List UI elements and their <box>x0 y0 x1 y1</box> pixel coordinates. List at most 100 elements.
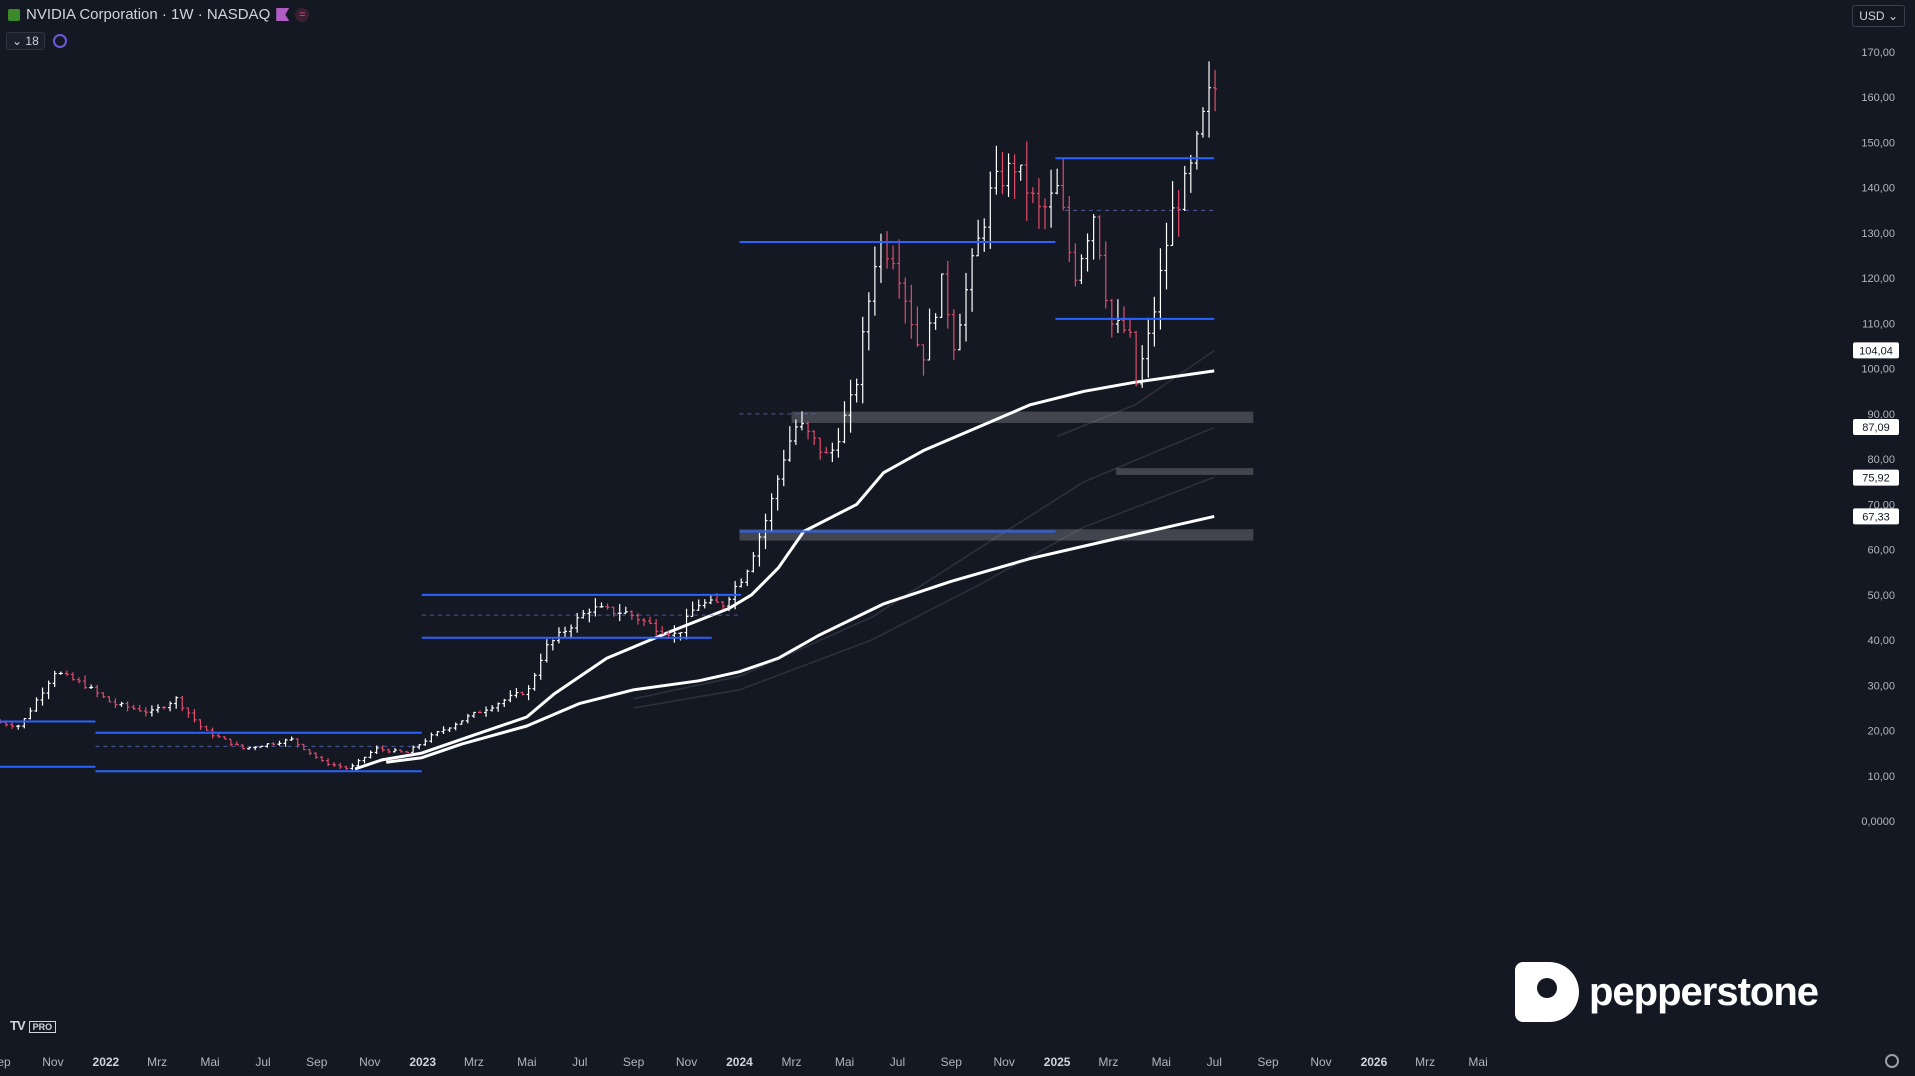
ohlc-bar <box>927 308 932 361</box>
ohlc-bar <box>374 745 379 755</box>
ohlc-bar <box>429 732 434 743</box>
gear-icon[interactable] <box>52 34 67 48</box>
ohlc-bar <box>332 762 337 767</box>
ohlc-bar <box>119 701 124 707</box>
ohlc-bar <box>544 639 549 663</box>
moving-average-line <box>354 369 1215 771</box>
symbol-header[interactable]: NVIDIA Corporation · 1W · NASDAQ = <box>8 6 310 23</box>
ohlc-bar <box>1061 158 1066 211</box>
ohlc-bar <box>277 740 282 746</box>
ohlc-bar <box>180 695 185 712</box>
ohlc-bar <box>1164 222 1169 290</box>
indicator-count-button[interactable]: ⌄ 18 <box>6 32 45 50</box>
settings-icon[interactable] <box>1885 1054 1899 1068</box>
ohlc-bar <box>313 752 318 759</box>
currency-selector[interactable]: USD ⌄ <box>1852 5 1905 27</box>
ohlc-bar <box>1018 164 1023 181</box>
ohlc-bar <box>101 692 106 699</box>
ohlc-bar <box>720 601 725 610</box>
ohlc-bar <box>1152 296 1157 347</box>
x-tick-label: Mrz <box>464 1055 484 1069</box>
ohlc-bar <box>587 608 592 623</box>
ohlc-bar <box>1128 318 1133 338</box>
ohlc-bar <box>22 717 27 729</box>
equals-icon[interactable]: = <box>295 7 310 22</box>
ohlc-bar <box>1182 165 1187 212</box>
ohlc-bar <box>1012 154 1017 199</box>
ohlc-bar <box>1042 198 1047 230</box>
indicator-count: 18 <box>25 34 39 48</box>
x-tick-label: Jul <box>255 1055 270 1069</box>
ohlc-bar <box>1030 187 1035 204</box>
ohlc-bar <box>623 606 628 614</box>
x-tick-label: Sep <box>941 1055 963 1069</box>
ohlc-bar <box>477 710 482 714</box>
x-tick-label: 2023 <box>409 1055 436 1069</box>
ohlc-bar <box>271 742 276 746</box>
x-tick-label: Sep <box>1257 1055 1279 1069</box>
moving-average-line <box>633 426 1215 700</box>
ohlc-bar <box>538 653 543 680</box>
ohlc-bar <box>362 756 367 764</box>
x-tick-label: Sep <box>0 1055 11 1069</box>
ohlc-bar <box>34 697 39 712</box>
x-tick-label: Mai <box>200 1055 219 1069</box>
ohlc-bar <box>1085 233 1090 272</box>
ohlc-bar <box>107 696 112 703</box>
ohlc-bar <box>471 711 476 718</box>
ohlc-bar <box>994 145 999 195</box>
x-tick-label: Jul <box>1207 1055 1222 1069</box>
ohlc-bar <box>1097 215 1102 260</box>
ohlc-bar <box>95 685 100 698</box>
ohlc-bar <box>964 272 969 342</box>
support-zone <box>791 411 1254 423</box>
x-tick-label: Nov <box>1310 1055 1331 1069</box>
ohlc-bar <box>204 725 209 731</box>
ohlc-bar <box>684 608 689 640</box>
ohlc-bar <box>854 378 859 403</box>
x-tick-label: Sep <box>306 1055 328 1069</box>
ohlc-bar <box>131 704 136 710</box>
y-tick-label: 50,00 <box>1867 590 1895 602</box>
pepperstone-mark-icon <box>1515 962 1579 1022</box>
ohlc-bar <box>757 533 762 567</box>
ohlc-bar <box>1024 141 1029 222</box>
ohlc-bar <box>484 706 489 717</box>
ohlc-bar <box>186 707 191 718</box>
ohlc-bar <box>866 292 871 351</box>
ohlc-bar <box>696 599 701 611</box>
ohlc-bar <box>672 625 677 643</box>
ohlc-bar <box>617 604 622 622</box>
ohlc-bar <box>970 248 975 312</box>
ohlc-bar <box>356 758 361 768</box>
ohlc-bar <box>465 713 470 724</box>
ohlc-bar <box>441 726 446 734</box>
x-tick-label: Mai <box>835 1055 854 1069</box>
ohlc-bar <box>222 736 227 740</box>
x-tick-label: Mai <box>1468 1055 1487 1069</box>
x-tick-label: Nov <box>676 1055 697 1069</box>
ohlc-bar <box>611 606 616 617</box>
ohlc-bar <box>508 690 513 703</box>
ohlc-bar <box>301 743 306 751</box>
x-tick-label: 2026 <box>1361 1055 1388 1069</box>
ohlc-bar <box>1079 254 1084 285</box>
flag-icon[interactable] <box>276 8 290 21</box>
y-tick-label: 100,00 <box>1861 364 1895 376</box>
ohlc-bar <box>599 602 604 608</box>
ohlc-bar <box>228 738 233 747</box>
ohlc-bar <box>490 705 495 712</box>
indicator-toggle[interactable]: ⌄ 18 <box>6 32 67 50</box>
ohlc-bar <box>326 758 331 767</box>
ohlc-bar <box>872 246 877 316</box>
y-tick-label: 80,00 <box>1867 454 1895 466</box>
tradingview-logo[interactable]: TV PRO <box>10 1018 57 1033</box>
ohlc-bar <box>405 750 410 754</box>
y-tick-label: 120,00 <box>1861 273 1895 285</box>
ohlc-bar <box>727 596 732 612</box>
ohlc-bar <box>1213 70 1218 112</box>
ohlc-bar <box>16 724 21 730</box>
ohlc-bar <box>1049 169 1054 228</box>
ohlc-bar <box>751 552 756 573</box>
